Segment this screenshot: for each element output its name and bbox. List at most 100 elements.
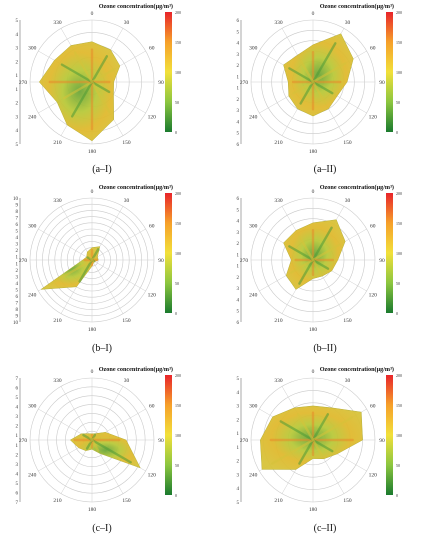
colorbar-tick-label: 100 <box>396 70 402 75</box>
polygon-shade-streak <box>296 413 315 442</box>
angle-tick-label: 240 <box>28 473 37 479</box>
polygon-shade-streak <box>292 80 315 95</box>
angle-tick-label: 30 <box>345 198 351 204</box>
radial-tick-label: 5 <box>237 208 240 213</box>
polar-spoke <box>38 228 93 261</box>
angle-tick-label: 210 <box>53 498 62 504</box>
radial-tick-label: 3 <box>237 287 240 292</box>
radial-tick-label: 2 <box>237 276 240 281</box>
angle-tick-label: 120 <box>369 115 378 121</box>
angle-tick-label: 270 <box>240 438 249 444</box>
angle-tick-label: 270 <box>240 258 249 264</box>
polygon-shade-streak <box>90 55 109 84</box>
angle-tick-label: 180 <box>309 327 318 333</box>
radial-tick-label: 3 <box>237 109 240 114</box>
radial-tick-label: 5 <box>16 143 19 148</box>
radial-tick-label: 6 <box>16 295 19 300</box>
polygon-shade-streak <box>87 433 94 442</box>
radial-tick-label: 2 <box>237 460 240 465</box>
polar-panel: 0306090120150180210240270300330654321123… <box>237 184 403 354</box>
radial-tick-label: 7 <box>16 217 19 222</box>
radial-tick-label: 4 <box>237 487 240 492</box>
radial-tick-label: 6 <box>16 387 19 392</box>
radial-tick-label: 2 <box>237 98 240 103</box>
angle-tick-label: 240 <box>249 115 258 121</box>
radial-tick-label: 6 <box>237 19 240 24</box>
polygon-shade-streak <box>311 62 347 84</box>
polygon-shade-streak <box>311 80 334 95</box>
colorbar-title: Ozone concentration(μg/m³) <box>99 184 173 191</box>
radial-tick-label: 7 <box>16 301 19 306</box>
radial-tick-label: 9 <box>16 314 19 319</box>
angle-tick-label: 240 <box>28 115 37 121</box>
angle-tick-label: 150 <box>343 140 352 146</box>
radial-tick-label: 1 <box>237 87 240 92</box>
polygon-shade-streak <box>298 235 315 262</box>
angle-tick-label: 60 <box>370 404 376 410</box>
radial-tick-label: 5 <box>237 30 240 35</box>
radial-tick-label: 10 <box>13 197 19 202</box>
radial-tick-label: 10 <box>13 321 19 326</box>
radial-tick-label: 1 <box>237 446 240 451</box>
angle-tick-label: 180 <box>88 507 97 513</box>
panel-label: (a–II) <box>314 164 337 175</box>
angle-tick-label: 0 <box>312 11 315 17</box>
angle-tick-label: 90 <box>158 80 164 86</box>
colorbar <box>386 12 393 132</box>
polygon-shade-streak <box>311 243 340 262</box>
colorbar-tick-label: 0 <box>175 493 177 498</box>
polar-spoke <box>60 386 93 441</box>
polygon-shade-streak <box>62 80 94 100</box>
polygon-shade-streak <box>90 80 111 114</box>
polygon-shade-streak <box>290 258 315 274</box>
colorbar <box>386 375 393 495</box>
polygon-shade-streak <box>311 416 353 442</box>
angle-tick-label: 90 <box>158 258 164 264</box>
angle-tick-label: 210 <box>274 498 283 504</box>
angle-tick-label: 150 <box>122 140 131 146</box>
radial-tick-label: 6 <box>237 197 240 202</box>
angle-tick-label: 120 <box>148 293 157 299</box>
polygon-shade-streak <box>311 258 330 270</box>
radial-tick-label: 9 <box>16 204 19 209</box>
colorbar <box>165 375 172 495</box>
radial-tick-label: 2 <box>16 249 19 254</box>
polygon-shade-streak <box>279 420 315 442</box>
polygon-shade-streak <box>298 438 315 465</box>
polygon-shade-streak <box>311 413 330 442</box>
radial-tick-label: 1 <box>16 444 19 449</box>
angle-tick-label: 270 <box>19 80 28 86</box>
angle-tick-label: 300 <box>28 404 37 410</box>
angle-tick-label: 300 <box>249 46 258 52</box>
angle-tick-label: 300 <box>249 224 258 230</box>
polygon-shade-streak <box>73 51 94 84</box>
radial-tick-label: 1 <box>16 262 19 267</box>
radial-tick-label: 8 <box>16 210 19 215</box>
radial-tick-label: 3 <box>16 275 19 280</box>
radial-tick-label: 3 <box>16 415 19 420</box>
colorbar-tick-label: 100 <box>396 251 402 256</box>
colorbar-tick-label: 150 <box>175 221 181 226</box>
polygon-shade-streak <box>90 438 132 464</box>
radial-tick-label: 3 <box>16 463 19 468</box>
radial-tick-label: 2 <box>16 425 19 430</box>
radial-tick-label: 4 <box>16 129 19 134</box>
radial-tick-label: 4 <box>16 236 19 241</box>
polygon-shade-streak <box>311 438 334 453</box>
colorbar-tick-label: 50 <box>175 281 179 286</box>
angle-tick-label: 150 <box>343 498 352 504</box>
angle-tick-label: 0 <box>91 369 94 375</box>
angle-tick-label: 150 <box>122 498 131 504</box>
angle-tick-label: 210 <box>53 318 62 324</box>
polygon-shade-streak <box>288 245 315 262</box>
angle-tick-label: 240 <box>249 473 258 479</box>
radial-tick-label: 7 <box>16 501 19 506</box>
colorbar-title: Ozone concentration(μg/m³) <box>320 184 394 191</box>
polygon-shade-streak <box>270 438 315 465</box>
colorbar-tick-label: 50 <box>396 100 400 105</box>
polar-spoke <box>91 259 124 314</box>
angle-tick-label: 210 <box>274 140 283 146</box>
angle-tick-label: 300 <box>249 404 258 410</box>
angle-tick-label: 270 <box>19 438 28 444</box>
